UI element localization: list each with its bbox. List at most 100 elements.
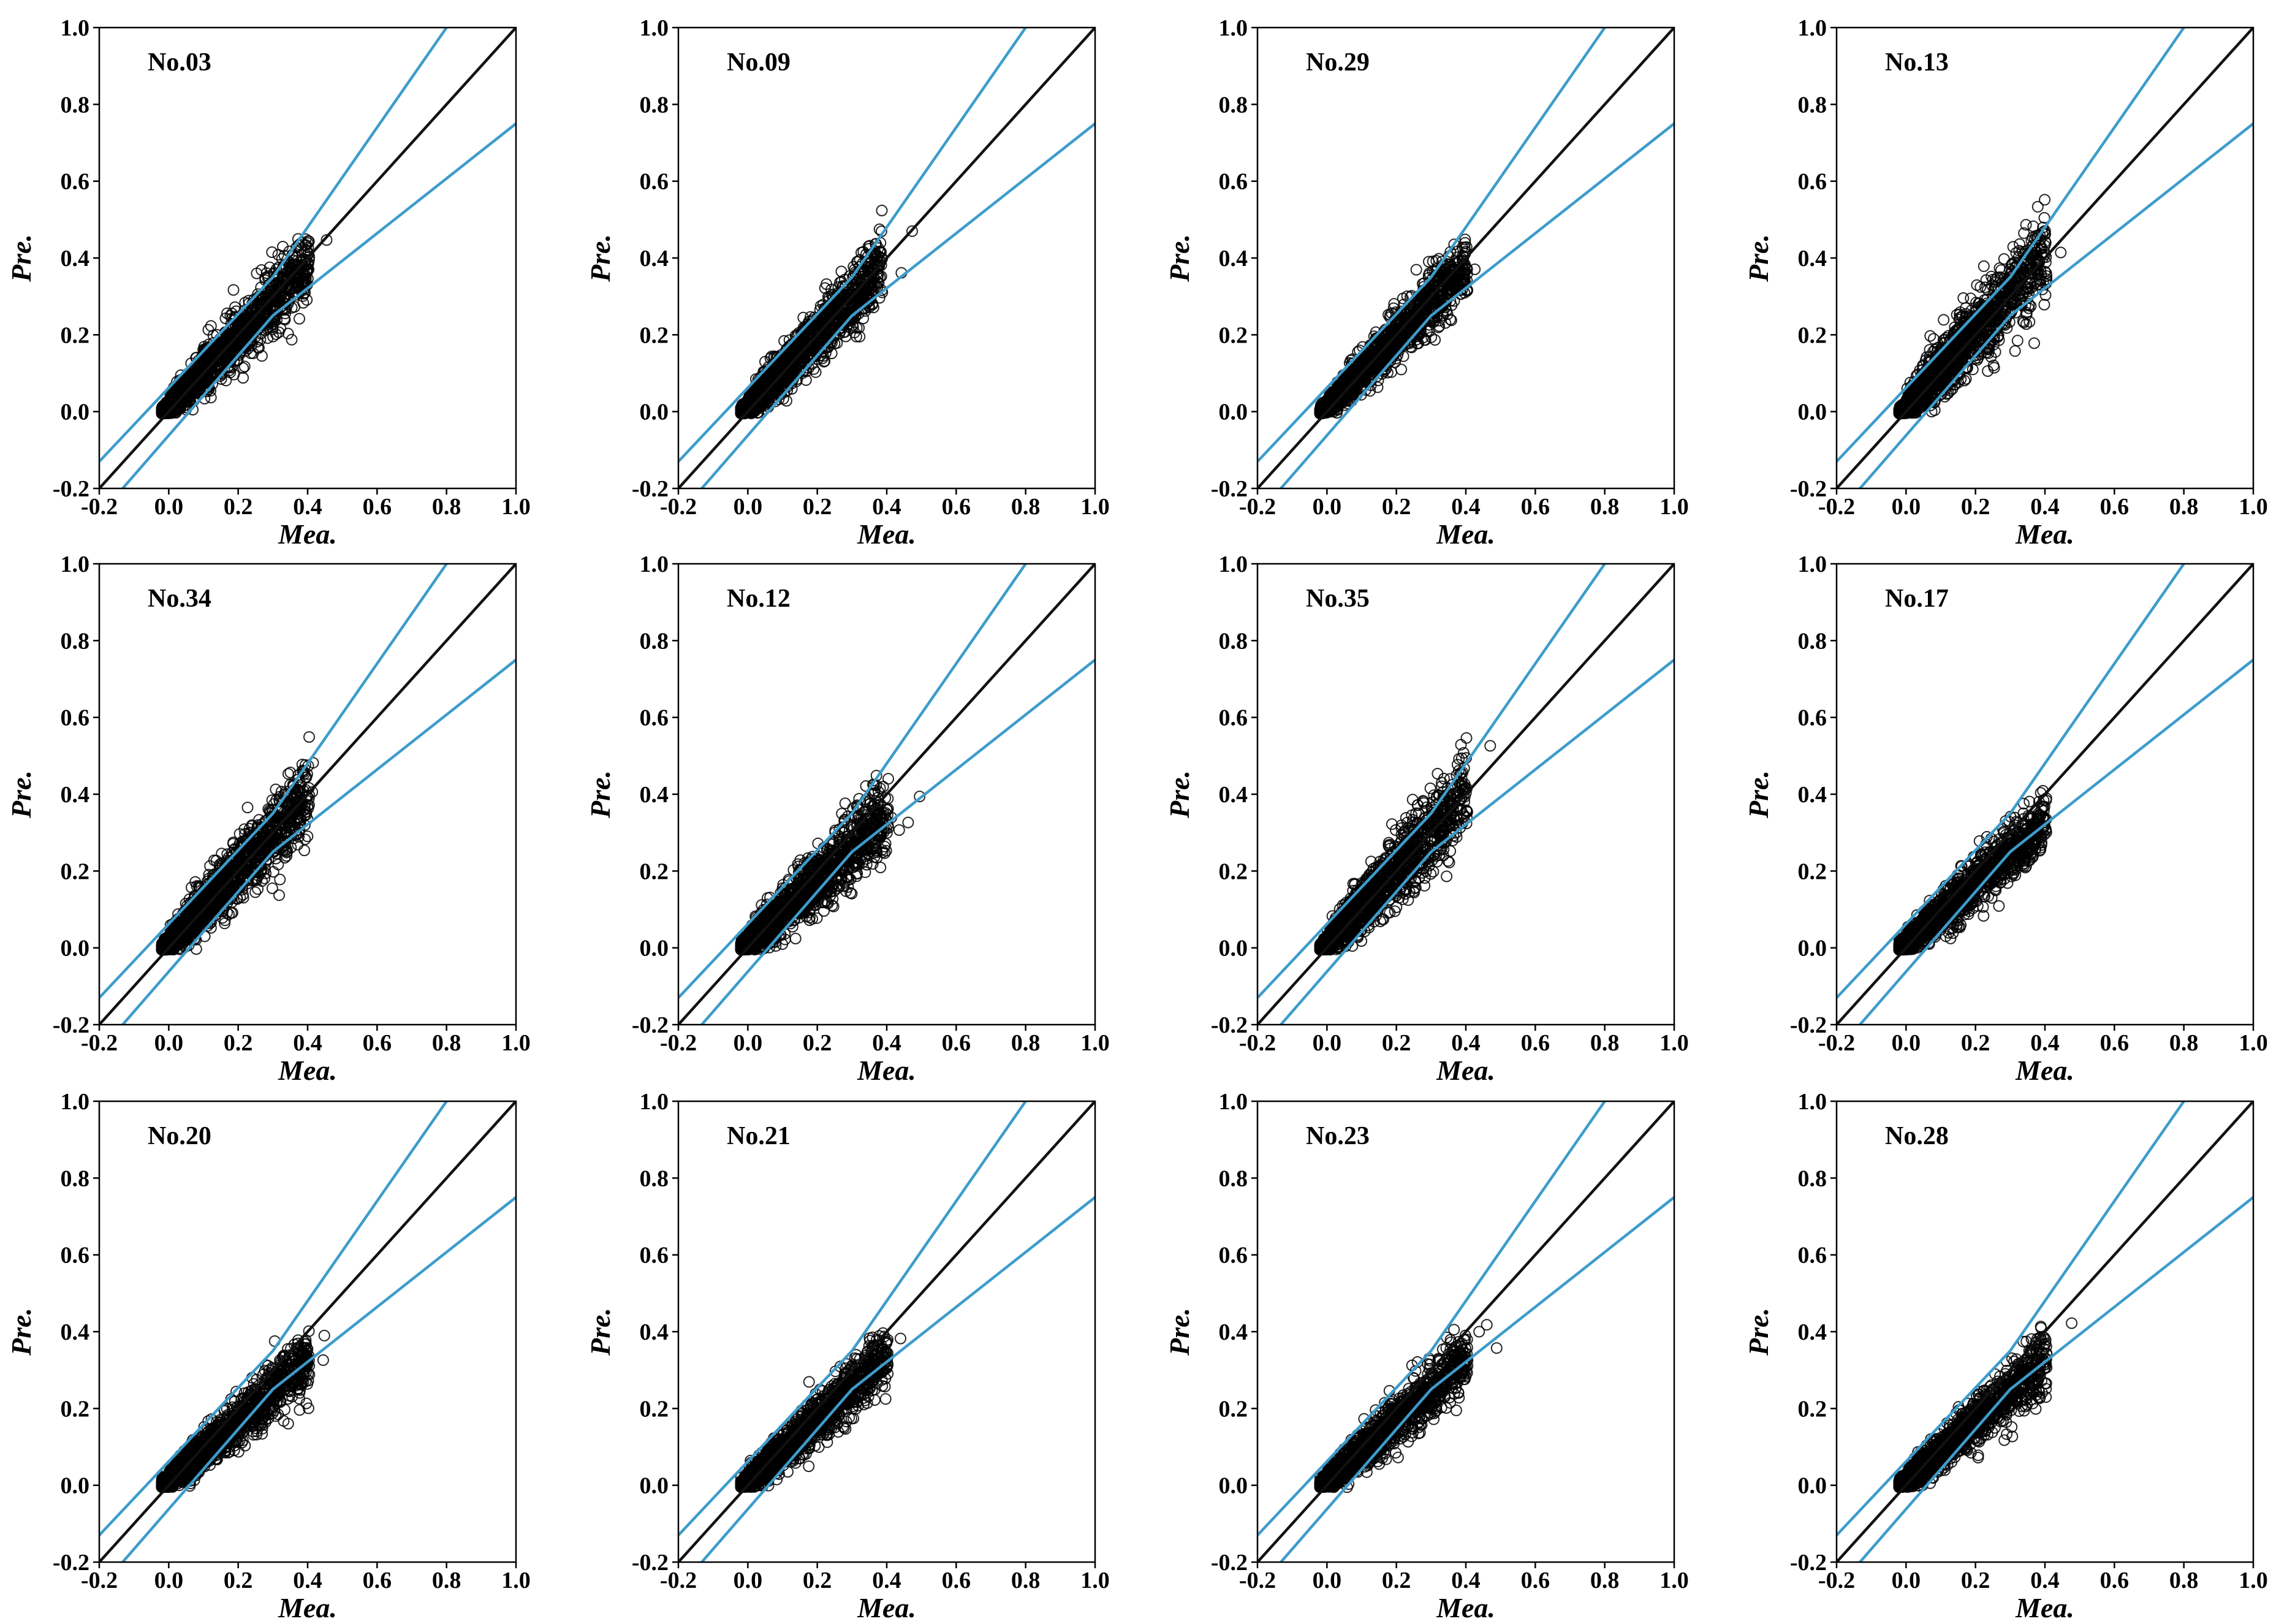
data-point <box>784 355 797 368</box>
lower-bound-line <box>700 122 1095 488</box>
data-point <box>1397 292 1409 305</box>
data-point <box>283 295 295 307</box>
data-point <box>235 335 247 347</box>
upper-bound-line <box>99 28 448 463</box>
data-point <box>1425 331 1438 343</box>
data-point <box>295 256 308 268</box>
data-point <box>1338 384 1351 397</box>
data-point <box>205 320 217 332</box>
plot-area <box>678 28 1095 488</box>
data-point <box>266 246 278 258</box>
data-point <box>256 264 268 276</box>
data-point <box>1373 345 1386 357</box>
data-point <box>1404 313 1416 325</box>
x-tick-label: 0.2 <box>224 494 253 520</box>
data-point <box>1370 338 1382 350</box>
data-point <box>794 351 806 363</box>
data-point <box>753 393 765 405</box>
x-tick-label: 1.0 <box>1080 494 1110 520</box>
data-point <box>1409 297 1421 309</box>
data-point <box>1444 246 1457 258</box>
data-point <box>840 330 852 343</box>
data-point <box>227 284 240 296</box>
data-points <box>1314 233 1481 420</box>
data-point <box>1321 403 1333 415</box>
x-axis-label: Mea. <box>857 518 916 550</box>
data-point <box>1348 366 1360 378</box>
data-point <box>1438 264 1450 276</box>
x-tick-label: 0.6 <box>1521 494 1550 520</box>
data-point <box>1392 325 1404 337</box>
data-point <box>820 331 832 343</box>
data-point <box>854 330 866 343</box>
data-point <box>834 276 846 289</box>
data-point <box>218 355 230 367</box>
data-point <box>203 362 216 374</box>
lower-bound-line <box>1279 122 1674 488</box>
data-point <box>1376 363 1389 376</box>
data-point <box>1454 272 1466 284</box>
scatter-panel: -0.2 0.0 0.2 0.4 0.6 0.8 1.0-0.20.00.20.40.60.… <box>1164 15 1689 550</box>
data-point <box>267 330 279 343</box>
data-point <box>759 373 772 385</box>
data-point <box>237 362 249 374</box>
data-point <box>294 313 305 325</box>
data-point <box>1331 385 1343 397</box>
data-point <box>293 271 305 284</box>
data-point <box>757 381 769 393</box>
data-point <box>1433 270 1446 283</box>
data-point <box>299 240 311 252</box>
data-point <box>1408 327 1420 339</box>
y-tick-label: 0.8 <box>61 92 90 118</box>
data-point <box>282 327 294 340</box>
y-tick-label: 0.2 <box>1219 322 1248 348</box>
y-tick-label: -0.2 <box>1211 476 1248 502</box>
y-tick-label: -0.2 <box>53 476 89 502</box>
y-tick-label: 0.4 <box>61 246 90 271</box>
data-point <box>238 360 251 373</box>
y-tick-label: 0.8 <box>640 92 669 118</box>
data-point <box>778 366 791 378</box>
data-point <box>1447 284 1459 296</box>
y-tick-label: 0.2 <box>640 322 669 348</box>
data-point <box>1376 368 1388 380</box>
data-point <box>203 338 214 351</box>
data-point <box>1358 352 1370 363</box>
data-point <box>852 282 865 294</box>
data-point <box>1416 319 1428 331</box>
data-point <box>833 316 844 328</box>
one-to-one-line <box>99 28 516 488</box>
data-point <box>1357 358 1369 370</box>
data-point <box>277 241 289 252</box>
data-point <box>1339 377 1351 389</box>
data-point <box>268 267 280 279</box>
data-point <box>810 366 822 378</box>
data-point <box>1427 286 1439 298</box>
data-point <box>874 271 886 283</box>
data-point <box>243 325 255 338</box>
y-tick-label: 1.0 <box>640 15 669 41</box>
data-point <box>265 283 278 295</box>
x-tick-label: 0.4 <box>872 494 901 520</box>
y-tick-label: 0.2 <box>61 322 90 348</box>
y-tick-label: 1.0 <box>61 15 90 41</box>
x-tick-label: 1.0 <box>501 494 531 520</box>
one-to-one-line <box>1257 28 1674 488</box>
y-tick-label: 1.0 <box>1219 15 1248 41</box>
x-tick-label: 0.8 <box>432 494 461 520</box>
x-tick-label: 0.0 <box>734 494 763 520</box>
scatter-panel: -0.2 0.0 0.2 0.4 0.6 0.8 1.0-0.20.00.20.40.60.… <box>6 15 531 550</box>
data-point <box>175 379 186 392</box>
data-point <box>863 271 875 283</box>
x-tick-label: -0.2 <box>81 494 118 520</box>
data-point <box>1382 309 1395 321</box>
one-to-one-line <box>678 28 1095 488</box>
data-point <box>906 225 918 237</box>
data-point <box>273 326 285 338</box>
data-point <box>829 298 841 311</box>
data-point <box>1458 241 1471 254</box>
y-tick-label: 0.0 <box>640 400 669 425</box>
data-point <box>775 388 787 400</box>
y-tick-label: -0.2 <box>632 476 669 502</box>
